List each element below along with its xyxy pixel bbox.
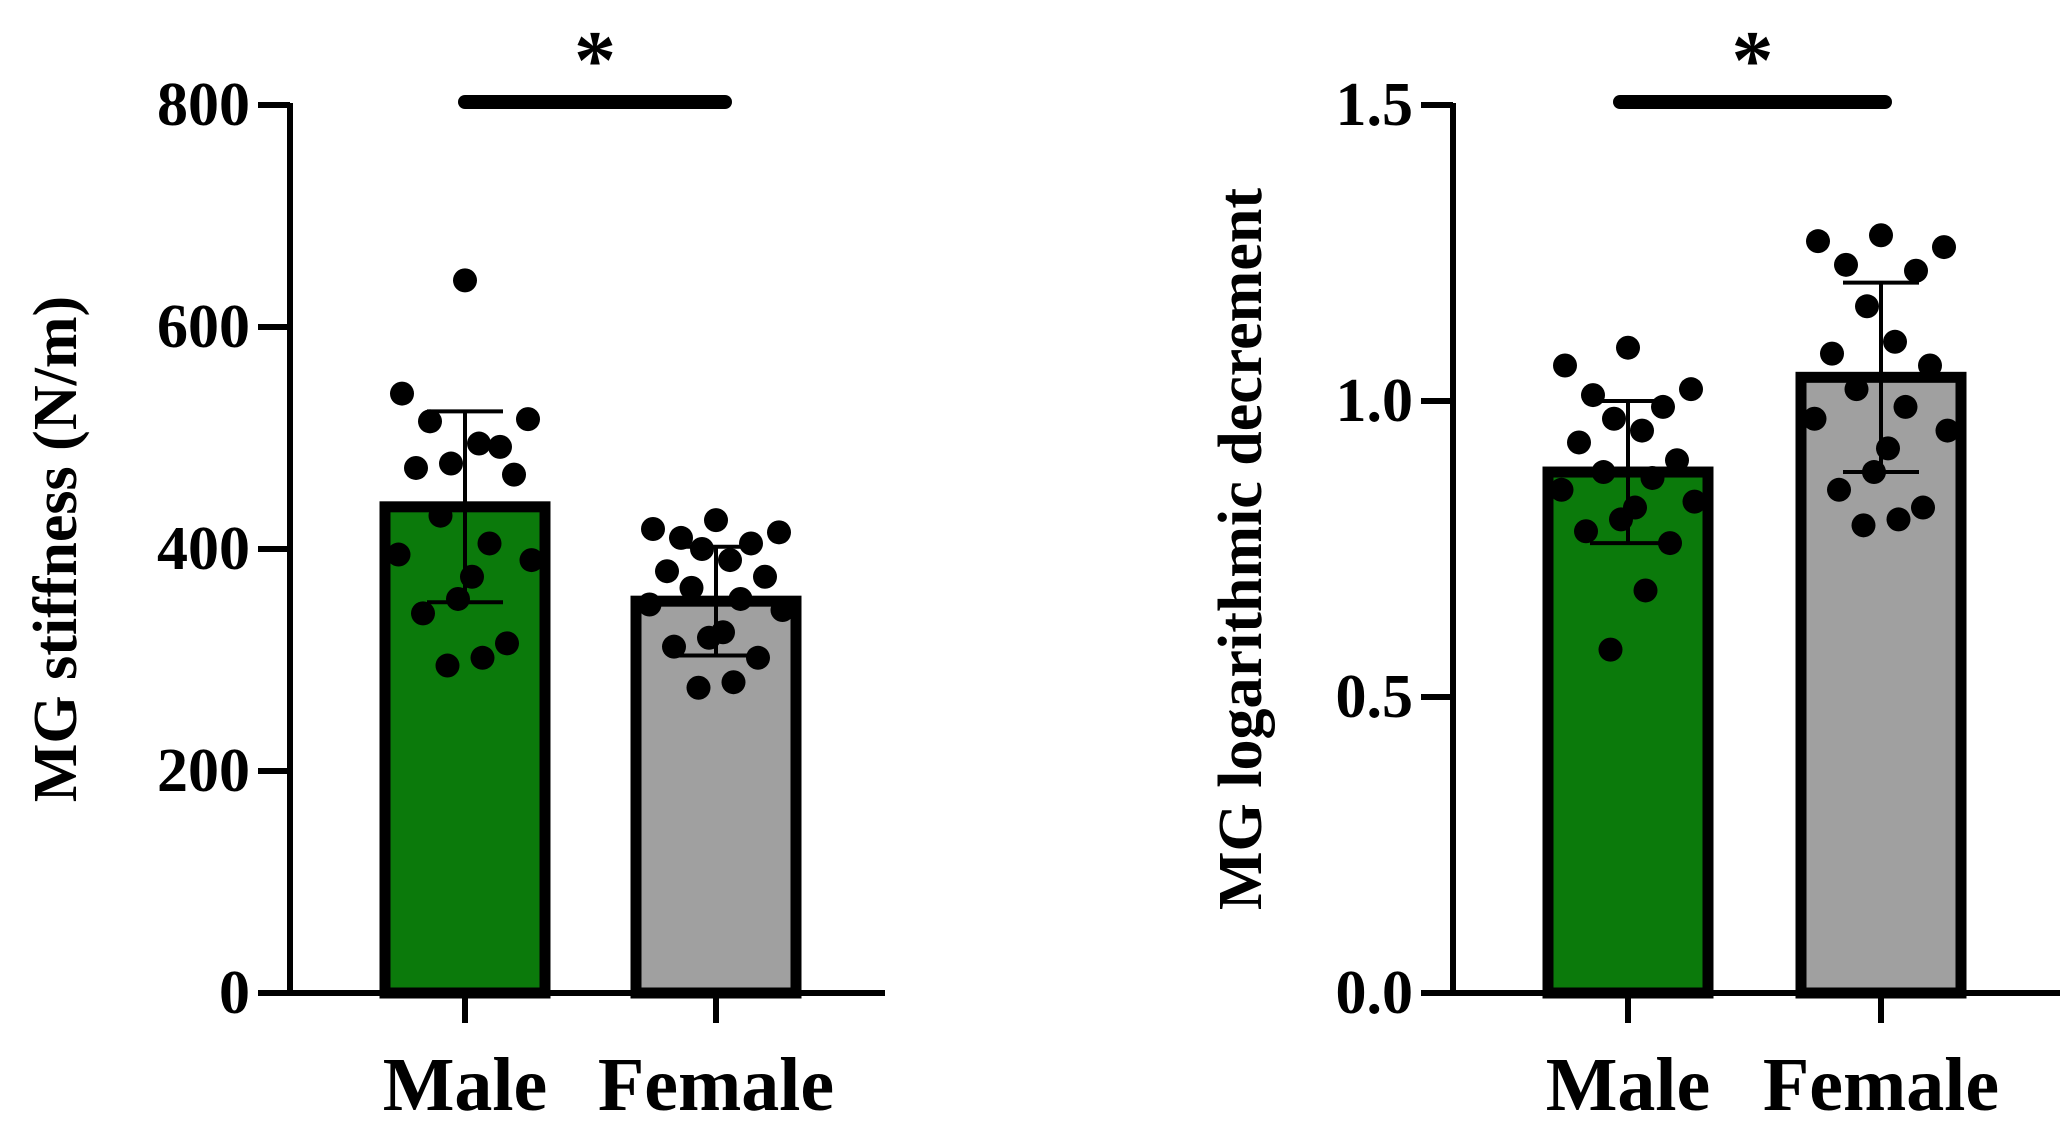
y-tick-label: 800 xyxy=(157,71,250,139)
data-point-female xyxy=(767,520,791,545)
data-point-male xyxy=(1630,418,1654,443)
bar-female xyxy=(630,595,802,999)
y-tick-label: 400 xyxy=(157,515,250,583)
data-point-male xyxy=(453,268,477,293)
data-point-male xyxy=(1679,377,1703,402)
significance-star: * xyxy=(1732,14,1774,107)
stiffness-chart: MG stiffness (N/m) 0 200 400 600 800 Male Femal… xyxy=(22,14,885,1124)
data-point-female xyxy=(1855,294,1879,319)
data-point-female xyxy=(1834,252,1858,277)
data-point-female xyxy=(728,586,753,611)
x-tick-label-male: Male xyxy=(383,1043,548,1124)
data-point-male xyxy=(404,455,428,480)
data-point-male xyxy=(1574,519,1598,544)
data-point-male xyxy=(411,601,435,626)
data-point-female xyxy=(655,559,679,584)
data-point-male xyxy=(386,542,411,567)
data-point-male xyxy=(435,653,460,678)
y-tick-label: 0 xyxy=(219,959,250,1027)
data-point-male xyxy=(1658,531,1682,556)
data-point-male xyxy=(1602,406,1626,431)
data-point-female xyxy=(690,537,714,561)
data-point-female xyxy=(1851,513,1876,538)
data-point-female xyxy=(1904,258,1928,283)
data-point-male xyxy=(1640,465,1665,490)
data-point-female xyxy=(1844,377,1869,402)
data-point-male xyxy=(1651,394,1675,419)
data-point-male xyxy=(1598,637,1623,662)
data-point-female xyxy=(1935,418,1960,443)
data-point-male xyxy=(390,381,414,406)
data-point-male xyxy=(502,462,526,487)
y-axis-title: MG logarithmic decrement xyxy=(1207,188,1275,910)
bar-male xyxy=(1542,466,1714,999)
data-point-male xyxy=(1633,578,1658,603)
data-point-male xyxy=(1682,489,1707,514)
data-point-female xyxy=(686,675,711,700)
y-tick-label: 0.5 xyxy=(1336,663,1414,731)
x-tick-label-female: Female xyxy=(1763,1043,1999,1124)
data-point-female xyxy=(1802,406,1827,431)
data-point-female xyxy=(1883,329,1907,354)
data-point-female xyxy=(1893,394,1918,419)
data-point-female xyxy=(1918,353,1942,378)
data-point-male xyxy=(1581,383,1605,408)
data-point-female xyxy=(746,645,770,670)
x-tick-label-female: Female xyxy=(598,1043,834,1124)
data-point-male xyxy=(1549,477,1574,502)
x-tick-label-male: Male xyxy=(1546,1043,1711,1124)
y-tick-label: 1.5 xyxy=(1336,71,1414,139)
data-point-male xyxy=(516,407,540,432)
log-decrement-chart: MG logarithmic decrement 0.0 0.5 1.0 1.5 Male… xyxy=(1207,14,2060,1124)
data-point-female xyxy=(1806,229,1830,254)
data-point-female xyxy=(1820,341,1844,366)
data-point-female xyxy=(1911,495,1935,520)
data-point-female xyxy=(718,548,742,573)
data-point-male xyxy=(470,645,495,670)
y-axis-title: MG stiffness (N/m) xyxy=(22,296,90,802)
data-point-female xyxy=(662,634,686,659)
data-point-female xyxy=(704,508,728,533)
y-tick-label: 0.0 xyxy=(1336,959,1414,1027)
data-point-male xyxy=(477,531,502,556)
data-point-female xyxy=(1869,223,1893,248)
data-point-female xyxy=(1932,235,1956,260)
y-tick-label: 1.0 xyxy=(1336,367,1414,435)
y-tick-label: 600 xyxy=(157,293,250,361)
data-point-male xyxy=(519,548,544,573)
data-point-female xyxy=(679,575,704,600)
data-point-female xyxy=(739,531,763,556)
data-point-male xyxy=(1553,353,1577,378)
data-point-male xyxy=(428,503,453,528)
data-point-male xyxy=(1567,430,1591,455)
data-point-female xyxy=(637,592,662,617)
data-point-female xyxy=(753,564,777,589)
data-point-female xyxy=(770,598,795,623)
data-point-female xyxy=(641,517,665,542)
data-point-male xyxy=(439,451,463,476)
data-point-male xyxy=(1616,335,1640,360)
data-point-female xyxy=(669,525,693,550)
data-point-male xyxy=(467,431,491,456)
data-point-male xyxy=(418,409,442,434)
data-point-male xyxy=(1665,448,1689,473)
significance-star: * xyxy=(574,14,616,107)
data-point-female xyxy=(1886,507,1911,532)
data-point-male xyxy=(488,434,512,459)
data-point-male xyxy=(495,631,519,656)
y-tick-label: 200 xyxy=(157,737,250,805)
data-point-male xyxy=(1591,460,1616,485)
data-point-female xyxy=(721,670,746,695)
data-point-female xyxy=(1827,477,1851,502)
